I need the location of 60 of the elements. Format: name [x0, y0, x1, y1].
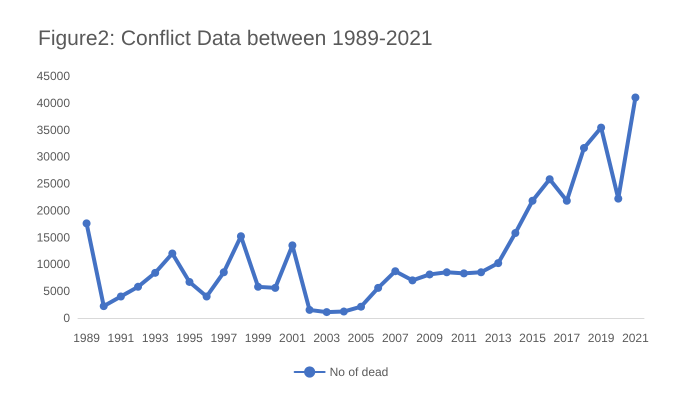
- point: [546, 175, 554, 184]
- x-tick-label: 2013: [484, 331, 512, 345]
- point: [288, 241, 296, 250]
- point: [306, 306, 314, 314]
- point: [100, 302, 108, 310]
- x-tick-label: 1997: [210, 331, 238, 345]
- chart-title: Figure2: Conflict Data between 1989-2021: [38, 27, 433, 50]
- point: [116, 292, 125, 300]
- legend-label: No of dead: [330, 365, 388, 379]
- x-tick-label: 1999: [244, 331, 272, 345]
- point: [254, 282, 262, 291]
- point: [631, 94, 640, 102]
- x-tick-label: 2009: [416, 331, 444, 345]
- point: [460, 269, 468, 278]
- point: [185, 278, 194, 286]
- point: [580, 144, 588, 152]
- point: [271, 284, 280, 292]
- point: [374, 284, 382, 292]
- point: [134, 282, 142, 291]
- x-tick-label: 1995: [176, 331, 204, 345]
- point: [614, 194, 622, 203]
- x-tick-label: 1991: [108, 331, 135, 345]
- y-tick-label: 30000: [36, 150, 70, 164]
- x-tick-label: 2021: [622, 331, 650, 345]
- y-tick-label: 0: [63, 311, 70, 325]
- point: [220, 268, 228, 276]
- y-tick-label: 40000: [36, 96, 70, 110]
- point: [202, 292, 211, 300]
- x-tick-label: 2003: [313, 331, 340, 345]
- y-tick-label: 10000: [36, 257, 70, 272]
- point: [477, 268, 486, 276]
- point: [511, 229, 520, 238]
- point: [442, 268, 451, 276]
- y-tick-label: 15000: [36, 230, 70, 244]
- point: [82, 219, 91, 228]
- point: [340, 308, 348, 316]
- y-tick-label: 5000: [43, 284, 70, 298]
- y-tick-label: 35000: [36, 122, 70, 137]
- x-tick-label: 2011: [451, 331, 478, 345]
- y-tick-label: 45000: [36, 69, 70, 83]
- x-tick-label: 2015: [519, 331, 546, 345]
- point: [168, 249, 176, 258]
- y-tick-label: 25000: [36, 176, 70, 191]
- x-tick-label: 2019: [588, 331, 615, 345]
- y-tick-label: 20000: [36, 203, 70, 218]
- x-tick-label: 1989: [73, 331, 100, 345]
- point: [494, 259, 502, 268]
- point: [391, 267, 400, 276]
- point: [597, 124, 606, 132]
- point: [357, 302, 365, 311]
- point: [528, 196, 537, 205]
- point: [151, 268, 160, 277]
- point: [426, 270, 434, 278]
- x-tick-label: 2017: [553, 331, 580, 345]
- x-tick-label: 2007: [382, 331, 409, 345]
- x-tick-label: 2005: [348, 331, 375, 345]
- point: [322, 308, 331, 316]
- x-tick-label: 2001: [279, 331, 306, 345]
- x-tick-label: 1993: [142, 331, 169, 345]
- point: [408, 276, 416, 284]
